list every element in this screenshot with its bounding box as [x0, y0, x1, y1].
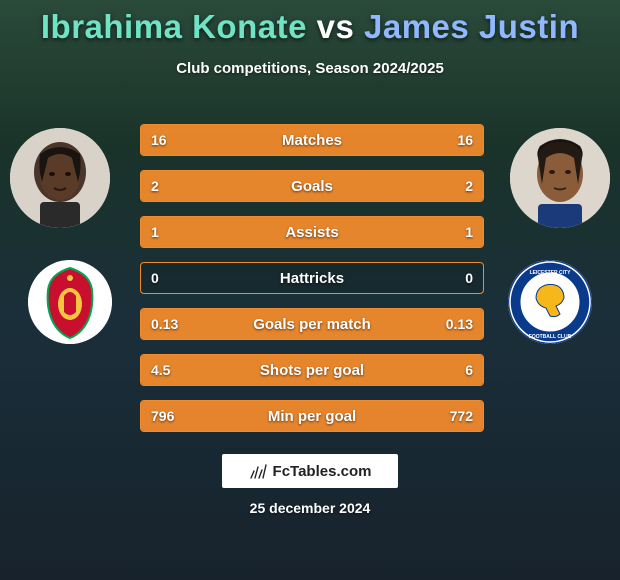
stat-row: 2 Goals 2 — [140, 170, 484, 202]
stat-value-p2: 0.13 — [446, 316, 473, 332]
avatar-player2 — [510, 128, 610, 228]
crest-player1 — [28, 260, 112, 344]
stat-value-p1: 2 — [151, 178, 159, 194]
stat-value-p2: 1 — [465, 224, 473, 240]
stat-label: Hattricks — [280, 270, 344, 287]
stat-label: Matches — [282, 132, 342, 149]
stat-row: 0.13 Goals per match 0.13 — [140, 308, 484, 340]
date-text: 25 december 2024 — [250, 500, 371, 516]
stat-row: 796 Min per goal 772 — [140, 400, 484, 432]
page-title: Ibrahima Konate vs James Justin — [0, 0, 620, 46]
stat-row: 0 Hattricks 0 — [140, 262, 484, 294]
stat-value-p1: 0.13 — [151, 316, 178, 332]
svg-text:LEICESTER CITY: LEICESTER CITY — [530, 270, 572, 276]
stat-value-p2: 2 — [465, 178, 473, 194]
content: Ibrahima Konate vs James Justin Club com… — [0, 0, 620, 580]
stat-value-p1: 4.5 — [151, 362, 170, 378]
title-vs: vs — [317, 8, 355, 45]
stat-value-p2: 6 — [465, 362, 473, 378]
crest-player2: LEICESTER CITY FOOTBALL CLUB — [508, 260, 592, 344]
stat-label: Min per goal — [268, 408, 356, 425]
crest-leicester-icon: LEICESTER CITY FOOTBALL CLUB — [508, 260, 592, 344]
stat-value-p2: 16 — [457, 132, 473, 148]
crest-liverpool-icon — [28, 260, 112, 344]
avatar-player2-icon — [510, 128, 610, 228]
stat-value-p2: 0 — [465, 270, 473, 286]
title-player1: Ibrahima Konate — [41, 8, 307, 45]
stat-value-p1: 16 — [151, 132, 167, 148]
svg-text:FOOTBALL CLUB: FOOTBALL CLUB — [529, 334, 572, 340]
stat-value-p2: 772 — [450, 408, 473, 424]
subtitle: Club competitions, Season 2024/2025 — [0, 60, 620, 77]
stat-label: Goals per match — [253, 316, 371, 333]
title-player2: James Justin — [364, 8, 579, 45]
stat-row: 1 Assists 1 — [140, 216, 484, 248]
stat-row: 16 Matches 16 — [140, 124, 484, 156]
avatar-player1-icon — [10, 128, 110, 228]
stat-label: Assists — [285, 224, 338, 241]
avatar-player1 — [10, 128, 110, 228]
stat-value-p1: 796 — [151, 408, 174, 424]
stats-table: 16 Matches 16 2 Goals 2 1 Assists 1 0 Hattricks 0 0.… — [140, 124, 484, 446]
stat-label: Goals — [291, 178, 333, 195]
stat-value-p1: 1 — [151, 224, 159, 240]
brand-badge: FcTables.com — [222, 454, 398, 488]
stat-label: Shots per goal — [260, 362, 364, 379]
brand-text: FcTables.com — [273, 463, 372, 480]
brand-logo-icon — [249, 461, 269, 481]
stat-value-p1: 0 — [151, 270, 159, 286]
stat-fill-p2 — [312, 171, 483, 201]
stat-fill-p1 — [141, 171, 312, 201]
stat-row: 4.5 Shots per goal 6 — [140, 354, 484, 386]
